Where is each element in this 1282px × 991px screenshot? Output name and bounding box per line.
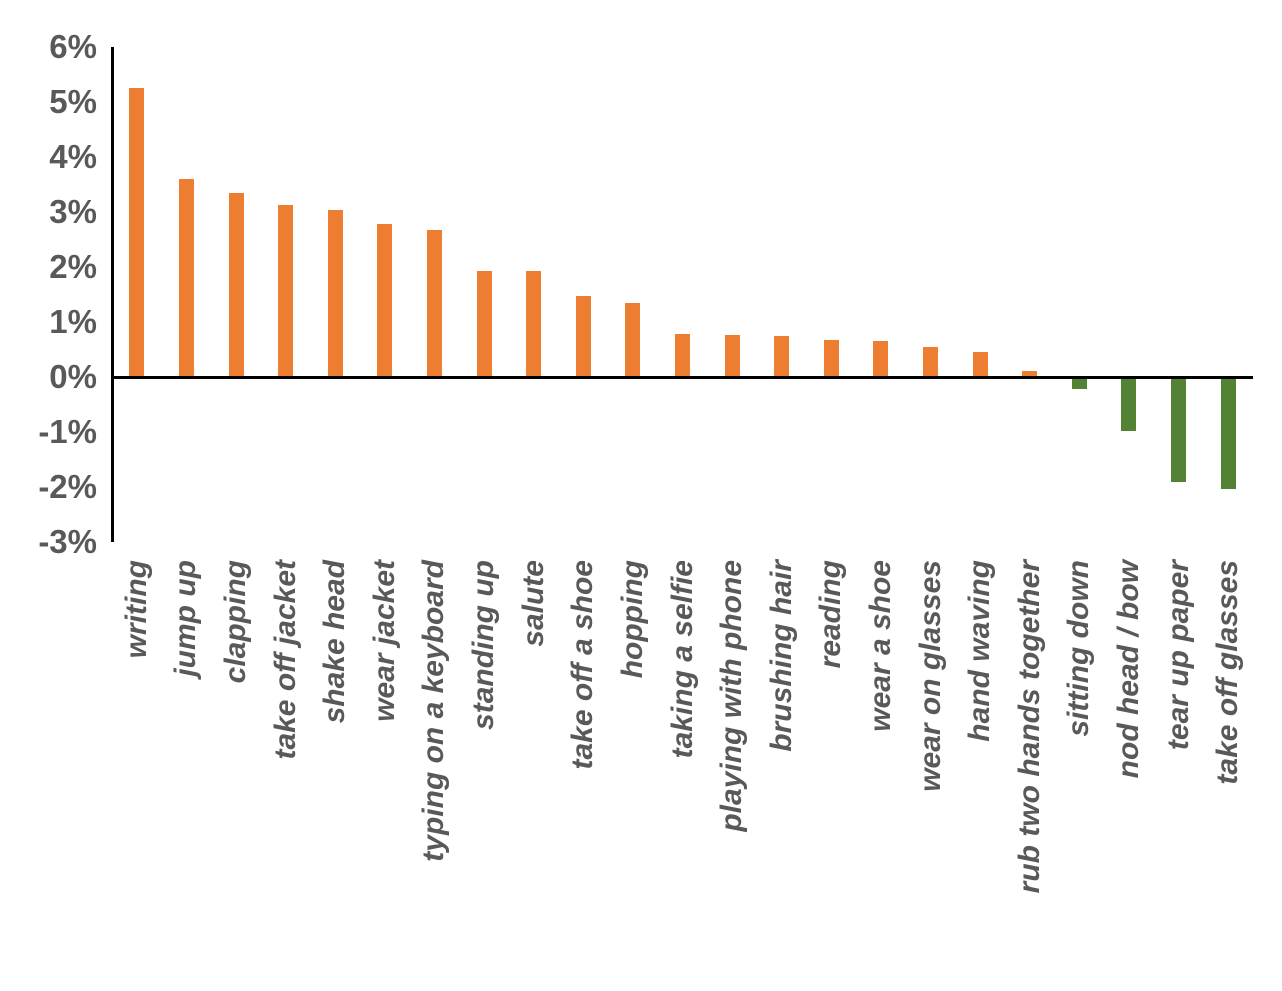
x-tick-label: salute: [516, 560, 550, 647]
bar: [625, 303, 641, 377]
bar: [1121, 377, 1137, 432]
bar: [377, 223, 393, 377]
y-tick-label: -1%: [38, 413, 97, 450]
bar: [923, 346, 939, 377]
bar: [823, 339, 839, 377]
x-tick-label: hopping: [615, 560, 649, 679]
x-tick-label: sitting down: [1062, 560, 1096, 737]
x-tick-label: take off a shoe: [566, 560, 600, 770]
y-tick-label: 2%: [49, 248, 97, 285]
bar: [774, 335, 790, 377]
bar: [278, 204, 294, 377]
x-tick-label: wear on glasses: [913, 560, 947, 792]
x-tick-label: shake head: [318, 560, 352, 724]
x-tick-label: tear up paper: [1161, 560, 1195, 751]
bar: [476, 271, 492, 377]
y-tick-label: -2%: [38, 468, 97, 505]
bar: [575, 296, 591, 377]
x-tick-label: wear jacket: [367, 560, 401, 722]
x-tick-label: standing up: [467, 560, 501, 730]
y-tick-label: -3%: [38, 523, 97, 560]
bar: [972, 351, 988, 377]
bar: [1022, 370, 1038, 377]
y-tick-label: 0%: [49, 358, 97, 395]
x-tick-label: writing: [119, 560, 153, 659]
bar: [1071, 377, 1087, 389]
bar: [129, 88, 145, 377]
x-tick-label: playing with phone: [715, 560, 749, 832]
x-tick-label: hand waving: [963, 560, 997, 742]
x-tick-label: take off glasses: [1211, 560, 1245, 785]
bar: [526, 271, 542, 377]
bar: [1171, 377, 1187, 482]
x-tick-label: reading: [814, 560, 848, 669]
bar: [426, 229, 442, 377]
x-tick-label: brushing hair: [764, 560, 798, 752]
x-tick-label: taking a selfie: [665, 560, 699, 759]
y-axis-line: [111, 47, 114, 542]
bar: [178, 179, 194, 377]
y-tick-label: 3%: [49, 193, 97, 230]
x-axis-zero-line: [111, 375, 1253, 379]
bar: [327, 210, 343, 377]
bar: [675, 333, 690, 377]
bar: [1220, 377, 1236, 489]
x-tick-label: wear a shoe: [863, 560, 897, 732]
x-tick-label: rub two hands together: [1012, 560, 1046, 894]
bar: [873, 340, 889, 377]
x-tick-label: jump up: [169, 560, 203, 677]
y-tick-label: 5%: [49, 83, 97, 120]
y-tick-label: 1%: [49, 303, 97, 340]
y-tick-label: 6%: [49, 28, 97, 65]
bar: [724, 334, 740, 377]
bar: [228, 192, 244, 377]
x-tick-label: nod head / bow: [1111, 560, 1145, 779]
x-tick-label: clapping: [219, 560, 253, 684]
x-tick-label: typing on a keyboard: [417, 560, 451, 862]
y-tick-label: 4%: [49, 138, 97, 175]
x-tick-label: take off jacket: [268, 560, 302, 760]
